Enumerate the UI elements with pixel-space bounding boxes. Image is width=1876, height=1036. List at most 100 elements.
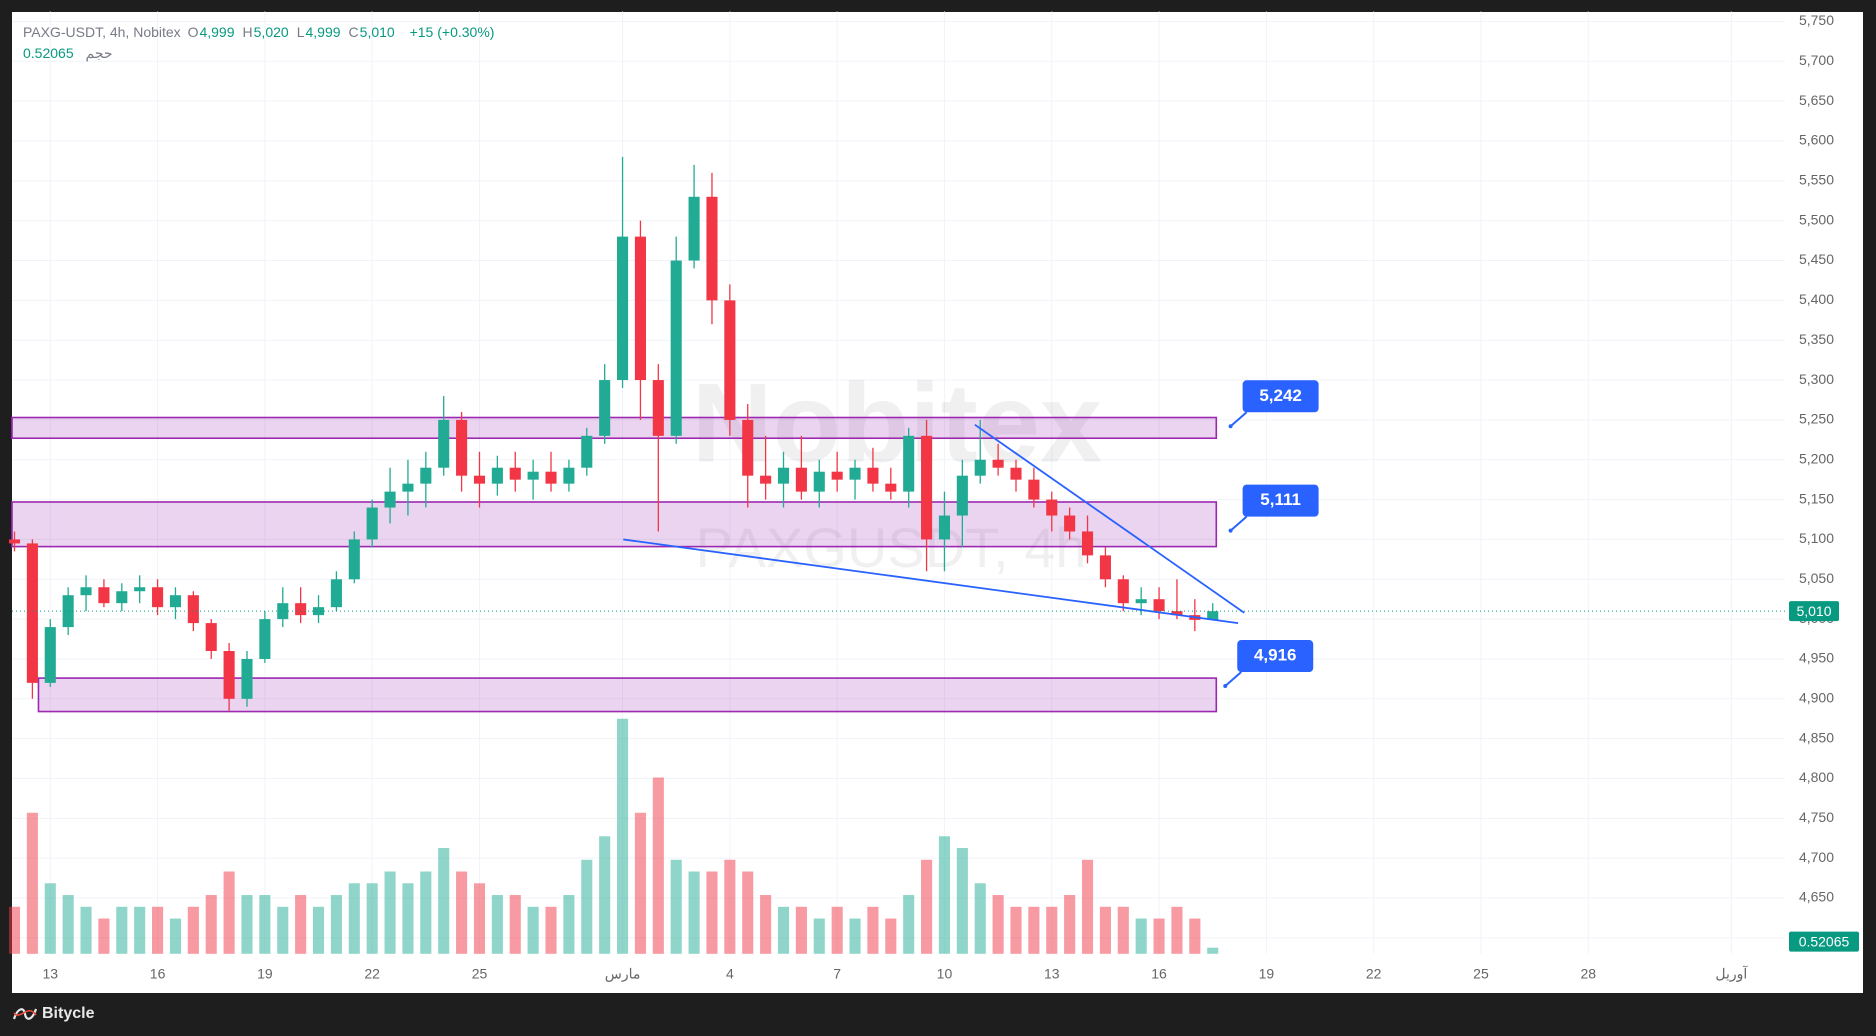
x-tick-label: 10 [937, 966, 953, 982]
candle-body [545, 471, 557, 484]
symbol-title: PAXG-USDT, 4h, Nobitex [23, 24, 181, 40]
candle-body [1135, 599, 1147, 604]
candle-body [420, 467, 432, 484]
x-tick-label: 25 [472, 966, 488, 982]
x-tick-label: مارس [605, 966, 641, 983]
x-tick-label: 16 [1151, 966, 1167, 982]
volume-bar [152, 906, 164, 954]
price-label: 4,916 [1254, 646, 1297, 665]
volume-bar [903, 895, 915, 954]
volume-bar [348, 883, 360, 954]
candle-body [80, 587, 92, 596]
candle-body [223, 650, 235, 699]
y-tick-label: 5,450 [1799, 251, 1834, 267]
volume-bar [724, 859, 736, 954]
candle-body [706, 196, 718, 301]
candle-body [134, 587, 146, 592]
volume-bar [241, 895, 253, 954]
legend-key: L [296, 24, 305, 40]
candle-body [921, 435, 933, 540]
volume-bar [116, 906, 128, 954]
candle-body [688, 196, 700, 261]
y-tick-label: 4,800 [1799, 769, 1834, 785]
candle-body [742, 419, 754, 476]
candle-body [44, 627, 56, 683]
y-tick-label: 5,700 [1799, 52, 1834, 68]
y-tick-label: 5,650 [1799, 92, 1834, 108]
label-pointer [1229, 515, 1248, 532]
volume-bar [760, 895, 772, 954]
candle-body [1171, 611, 1183, 616]
candle-body [1153, 599, 1165, 612]
y-tick-label: 5,300 [1799, 371, 1834, 387]
candle-body [116, 591, 128, 604]
volume-bar [599, 836, 611, 954]
candle-body [348, 539, 360, 580]
candle-body [599, 380, 611, 436]
candle-body [581, 435, 593, 468]
y-tick-label: 5,200 [1799, 450, 1834, 466]
last-volume-label: 0.52065 [1799, 933, 1850, 949]
volume-bar [813, 918, 825, 954]
volume-bar [1099, 906, 1111, 954]
volume-bar [169, 918, 182, 954]
x-tick-label: آوریل [1715, 965, 1748, 983]
candle-body [760, 475, 772, 484]
candle-body [849, 467, 861, 480]
volume-bar [312, 906, 325, 954]
candle-body [1010, 467, 1022, 480]
candle-body [670, 260, 682, 436]
x-tick-label: 16 [150, 966, 166, 982]
volume-bar [80, 906, 92, 954]
label-anchor [1228, 528, 1233, 533]
x-tick-label: 4 [726, 966, 734, 982]
x-tick-label: 22 [364, 966, 380, 982]
y-tick-label: 4,900 [1799, 690, 1834, 706]
y-tick-label: 5,150 [1799, 490, 1834, 506]
y-tick-label: 5,100 [1799, 530, 1834, 546]
volume-bar [1028, 906, 1040, 954]
volume-bar [1117, 906, 1129, 954]
candle-body [903, 435, 915, 492]
label-pointer [1224, 671, 1242, 687]
candle-body [831, 471, 843, 480]
volume-bar [617, 718, 629, 954]
candle-body [26, 543, 38, 683]
volume-bar [1189, 918, 1201, 954]
change: +15 (+0.30%) [409, 24, 495, 40]
candle-body [1099, 555, 1111, 580]
candle-body [241, 658, 253, 699]
volume-bar [992, 895, 1004, 954]
ohlc-legend: O4,999 H5,020 L4,999 C5,010 [188, 24, 403, 40]
candle-body [98, 587, 110, 604]
y-tick-label: 5,350 [1799, 331, 1834, 347]
volume-bar [1081, 859, 1094, 954]
y-tick-label: 5,050 [1799, 570, 1834, 586]
candle-body [295, 603, 307, 616]
price-label: 5,111 [1260, 490, 1301, 509]
candle-body [509, 467, 521, 480]
candle-body [617, 236, 629, 381]
volume-bar [545, 906, 557, 954]
volume-bar [849, 918, 861, 954]
x-tick-label: 7 [833, 966, 841, 982]
label-box [1237, 640, 1314, 673]
x-tick-label: 25 [1473, 966, 1489, 982]
volume-bar [938, 836, 951, 954]
candle-body [795, 467, 807, 492]
zone [37, 677, 1218, 713]
candle-body [527, 471, 539, 480]
x-tick-label: 13 [1044, 966, 1060, 982]
x-tick-label: 28 [1580, 966, 1596, 982]
candle-body [366, 507, 378, 540]
x-tick-label: 19 [257, 966, 273, 982]
volume-bar [1046, 906, 1058, 954]
y-tick-label: 4,750 [1799, 809, 1834, 825]
volume-bar [134, 906, 146, 954]
volume-bar [527, 906, 539, 954]
volume-bar [187, 906, 199, 954]
candle-body [1117, 579, 1129, 604]
volume-bar [688, 871, 700, 954]
volume-name: حجم [85, 45, 113, 61]
